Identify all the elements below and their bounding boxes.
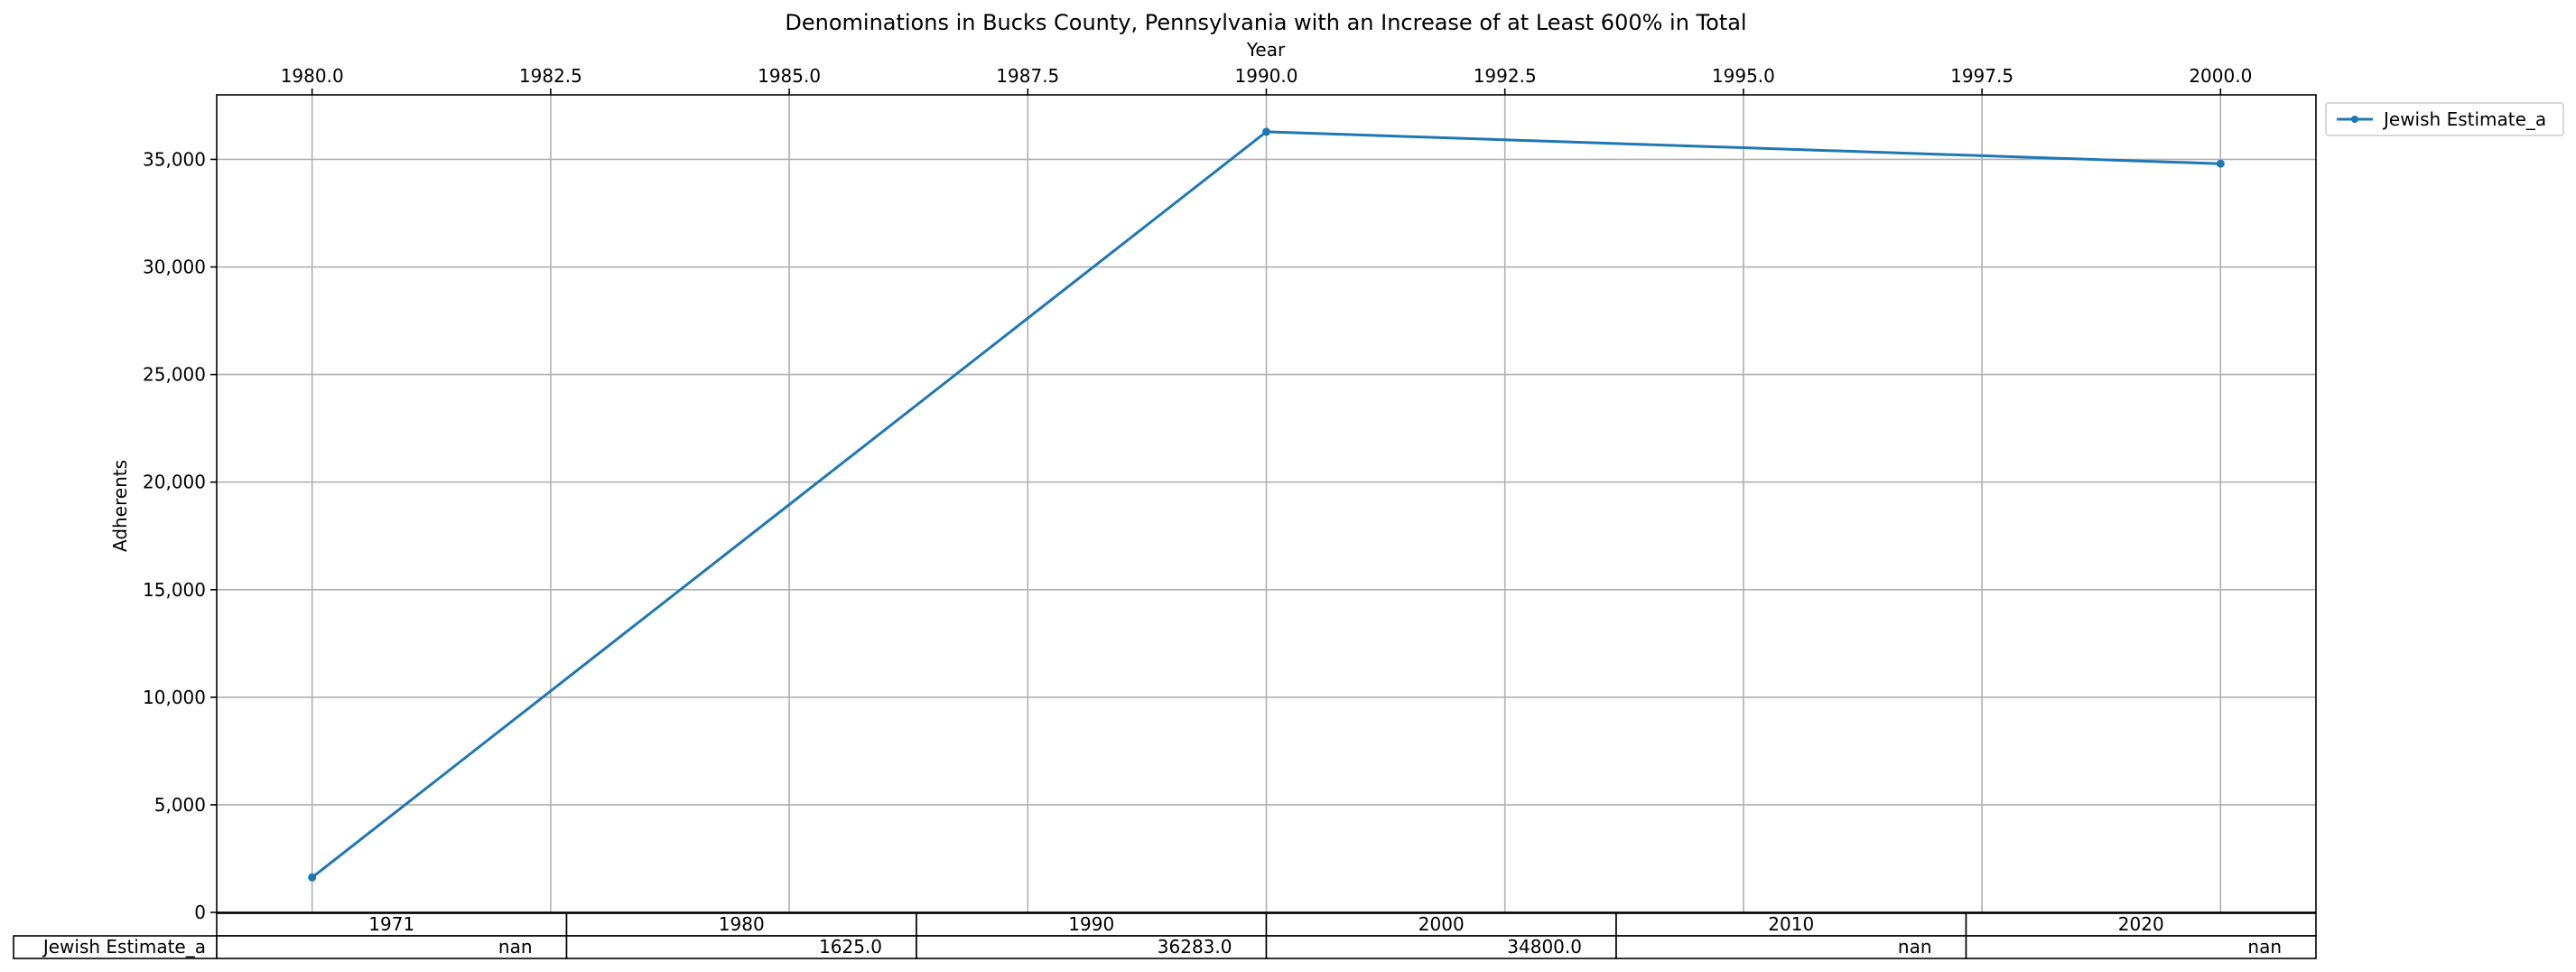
table-column-label: 1990	[1068, 913, 1114, 935]
x-tick-label: 1985.0	[758, 65, 821, 87]
table-column-label: 2000	[1418, 913, 1465, 935]
table-column-label: 2010	[1768, 913, 1814, 935]
x-tick-label: 1997.5	[1950, 65, 2013, 87]
y-tick-label: 25,000	[143, 364, 206, 386]
x-tick-label: 1982.5	[519, 65, 582, 87]
y-tick-label: 0	[194, 902, 206, 923]
table-row-label-cell	[13, 935, 218, 959]
y-tick-label: 5,000	[154, 794, 206, 816]
data-table: 1971 1980 1990 2000 2010 2020 Jewish Estimate_…	[13, 912, 2317, 959]
y-tick-label: 15,000	[143, 579, 206, 601]
x-tick-label: 1990.0	[1235, 65, 1298, 87]
y-tick-label: 20,000	[143, 472, 206, 493]
legend-frame	[2325, 102, 2564, 136]
y-axis: 0 5,000 10,000 15,000 20,000 25,000 30,000 35,0…	[143, 148, 217, 923]
table-column-label: 1971	[368, 913, 414, 935]
table-column-label: 2020	[2118, 913, 2164, 935]
x-axis: 1980.0 1982.5 1985.0 1987.5 1990.0 1992.5 1995…	[281, 65, 2252, 95]
y-tick-label: 10,000	[143, 687, 206, 708]
table-cell	[565, 935, 917, 959]
table-cell-value: nan	[498, 936, 533, 958]
data-point	[1262, 127, 1270, 136]
table-cell	[1965, 935, 2317, 959]
table-header-cell	[216, 912, 568, 937]
table-cell-value: 34800.0	[1507, 936, 1582, 958]
legend-marker-jewish-estimate-a	[2351, 116, 2358, 123]
x-tick-label: 2000.0	[2189, 65, 2252, 87]
series-layer	[308, 127, 2225, 882]
x-tick-label: 1987.5	[996, 65, 1059, 87]
table-cell-value: 36283.0	[1158, 936, 1232, 958]
table-cell-value: nan	[2247, 936, 2282, 958]
data-point	[2216, 159, 2225, 168]
chart-title: Denominations in Bucks County, Pennsylva…	[785, 10, 1746, 35]
table-column-label: 1980	[719, 913, 765, 935]
table-header-cell	[916, 912, 1268, 937]
table-cell	[216, 935, 568, 959]
table-header-cell	[1965, 912, 2317, 937]
data-point	[308, 873, 317, 882]
y-axis-label: Adherents	[109, 460, 131, 552]
x-axis-label: Year	[1246, 39, 1286, 61]
x-tick-label: 1980.0	[281, 65, 344, 87]
legend-label-jewish-estimate-a: Jewish Estimate_a	[2382, 108, 2546, 130]
x-tick-label: 1992.5	[1474, 65, 1537, 87]
x-tick-label: 1995.0	[1712, 65, 1775, 87]
table-cell-value: 1625.0	[819, 936, 882, 958]
legend: Jewish Estimate_a	[2325, 102, 2564, 136]
table-row-label: Jewish Estimate_a	[42, 936, 206, 958]
table-header-cell	[1265, 912, 1617, 937]
y-tick-label: 35,000	[143, 148, 206, 170]
y-tick-label: 30,000	[143, 257, 206, 278]
table-cell-value: nan	[1898, 936, 1932, 958]
